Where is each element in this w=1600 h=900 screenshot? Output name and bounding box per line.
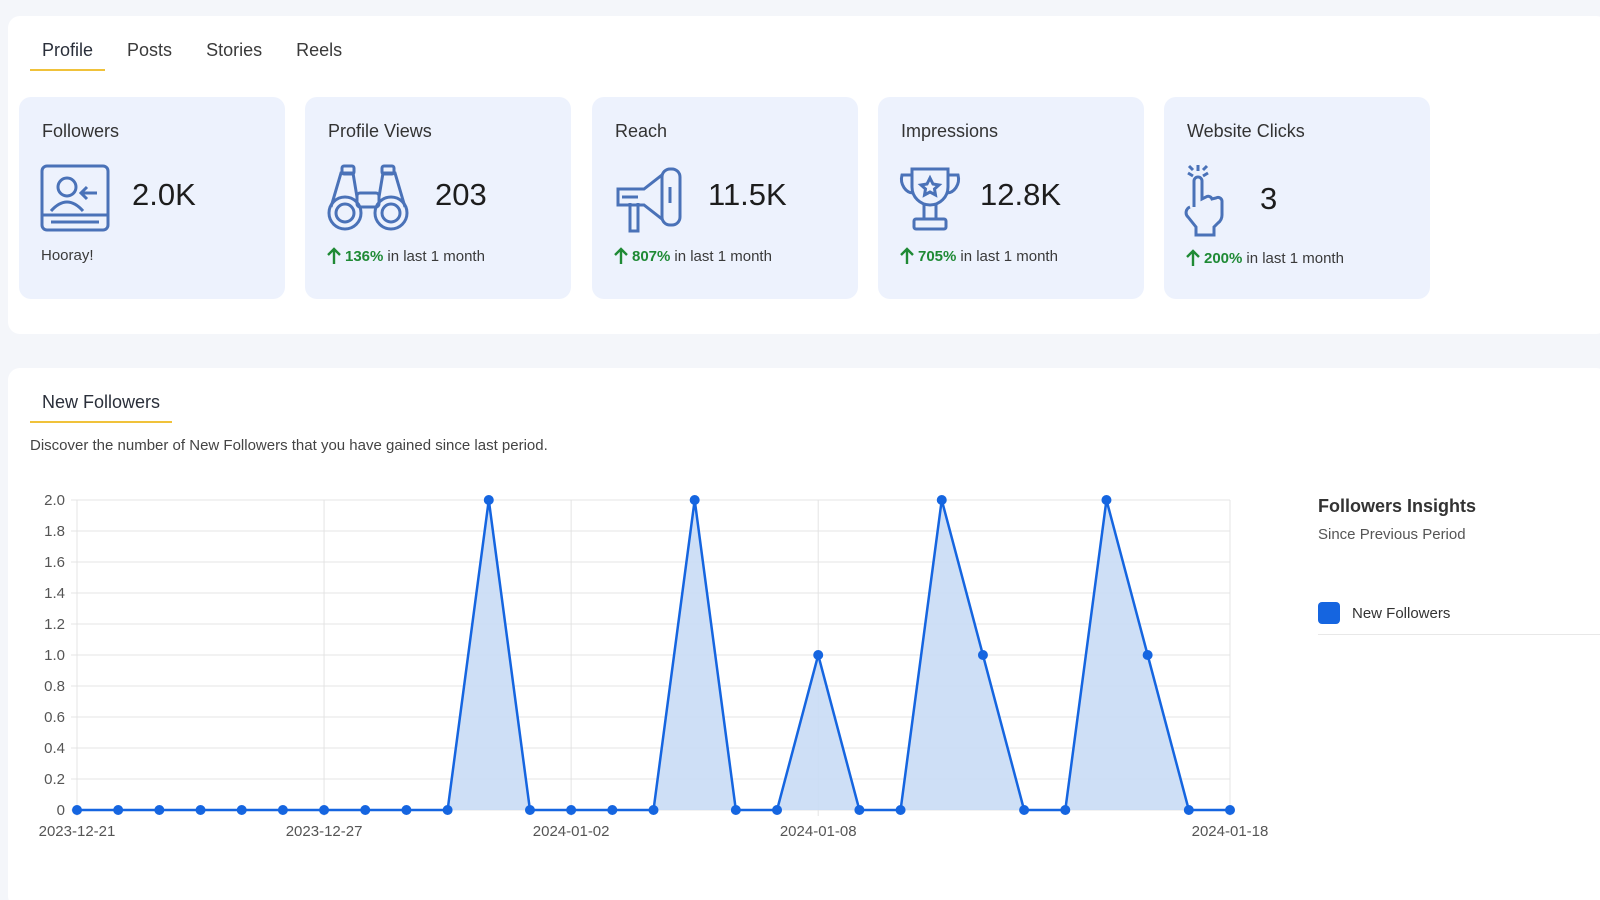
card-value: 12.8K [980, 177, 1062, 212]
data-point [113, 805, 124, 815]
card-title: Reach [615, 121, 668, 141]
data-point [277, 805, 288, 815]
trophy-icon [900, 167, 960, 231]
data-point [689, 495, 700, 505]
data-point [854, 805, 865, 815]
series-area [77, 500, 1230, 810]
impressions-card: Impressions 12.8K 705% in last 1 month [878, 97, 1144, 299]
data-point [1019, 805, 1030, 815]
insights-subtitle: Since Previous Period [1318, 526, 1466, 543]
y-tick-label: 1.0 [44, 647, 65, 664]
x-tick-label: 2024-01-08 [780, 823, 857, 840]
followers-icon [40, 164, 110, 232]
card-footer: Hooray! [41, 247, 94, 264]
section-title: New Followers [30, 392, 173, 423]
y-tick-label: 1.2 [44, 616, 65, 633]
data-point [648, 805, 659, 815]
y-tick-label: 2.0 [44, 492, 65, 509]
data-point [195, 805, 206, 815]
card-title: Profile Views [328, 121, 432, 141]
binoculars-icon [327, 164, 409, 231]
arrow-up-icon [900, 247, 914, 264]
data-point [566, 805, 577, 815]
y-tick-label: 0.4 [44, 740, 65, 757]
insights-title: Followers Insights [1318, 496, 1477, 516]
card-foot-text: in last 1 month [387, 247, 485, 265]
data-point [72, 805, 82, 815]
profile-views-card: Profile Views 203 136% in last 1 month [305, 97, 571, 299]
data-point [319, 805, 330, 815]
data-point [813, 650, 824, 660]
card-footer: 200% in last 1 month [1186, 249, 1344, 267]
new-followers-chart: 0 0.2 0.4 0.6 0.8 1.0 1.2 1.4 1.6 1.8 2.0 2023-12-2… [39, 492, 1269, 840]
card-title: Website Clicks [1187, 121, 1305, 141]
arrow-up-icon [614, 247, 628, 264]
data-point [730, 805, 741, 815]
data-point [772, 805, 783, 815]
card-pct: 200% [1204, 249, 1243, 267]
hand-click-icon [1184, 164, 1224, 237]
card-value: 3 [1260, 181, 1278, 216]
y-tick-label: 0.8 [44, 678, 65, 695]
megaphone-icon [616, 167, 682, 233]
card-title: Impressions [901, 121, 999, 141]
legend-swatch [1318, 602, 1340, 624]
tab-posts[interactable]: Posts [127, 40, 173, 60]
card-footer: 807% in last 1 month [614, 247, 772, 265]
card-footer: 136% in last 1 month [327, 247, 485, 265]
data-point [895, 805, 906, 815]
card-foot-text: Hooray! [41, 247, 94, 264]
x-tick-label: 2024-01-18 [1192, 823, 1269, 840]
data-point [154, 805, 165, 815]
data-point [1183, 805, 1194, 815]
data-point [360, 805, 371, 815]
tab-reels[interactable]: Reels [296, 40, 343, 60]
data-point [401, 805, 412, 815]
data-point [1225, 805, 1235, 815]
data-point [442, 805, 453, 815]
data-point [936, 495, 947, 505]
card-foot-text: in last 1 month [1246, 249, 1344, 267]
x-tick-label: 2023-12-27 [286, 823, 363, 840]
arrow-up-icon [327, 247, 341, 264]
tab-bar: Profile Posts Stories Reels [30, 40, 364, 71]
website-clicks-card: Website Clicks 3 200% in last 1 month [1164, 97, 1430, 299]
section-description: Discover the number of New Followers tha… [30, 437, 548, 454]
data-point [1101, 495, 1112, 505]
y-tick-label: 0.2 [44, 771, 65, 788]
card-pct: 807% [632, 247, 671, 265]
data-point [524, 805, 535, 815]
data-point [607, 805, 618, 815]
card-foot-text: in last 1 month [960, 247, 1058, 265]
card-value: 11.5K [708, 177, 787, 212]
data-point [1060, 805, 1071, 815]
data-point [236, 805, 247, 815]
x-tick-label: 2023-12-21 [39, 823, 116, 840]
arrow-up-icon [1186, 249, 1200, 266]
card-pct: 705% [918, 247, 957, 265]
chart-legend[interactable]: New Followers [1318, 602, 1600, 635]
y-tick-label: 1.4 [44, 585, 65, 602]
data-point [977, 650, 988, 660]
card-pct: 136% [345, 247, 384, 265]
y-tick-label: 1.8 [44, 523, 65, 540]
card-foot-text: in last 1 month [674, 247, 772, 265]
y-tick-label: 0.6 [44, 709, 65, 726]
y-tick-label: 0 [57, 802, 65, 819]
followers-card: Followers 2.0K Hooray! [19, 97, 285, 299]
data-point [1142, 650, 1153, 660]
card-value: 2.0K [132, 177, 196, 212]
card-value: 203 [435, 177, 487, 212]
card-footer: 705% in last 1 month [900, 247, 1058, 265]
tab-profile[interactable]: Profile [30, 40, 106, 71]
legend-label: New Followers [1352, 604, 1451, 622]
reach-card: Reach 11.5K 807% in last 1 month [592, 97, 858, 299]
data-point [483, 495, 494, 505]
card-title: Followers [42, 121, 120, 141]
tab-stories[interactable]: Stories [206, 40, 263, 60]
x-tick-label: 2024-01-02 [533, 823, 610, 840]
y-tick-label: 1.6 [44, 554, 65, 571]
